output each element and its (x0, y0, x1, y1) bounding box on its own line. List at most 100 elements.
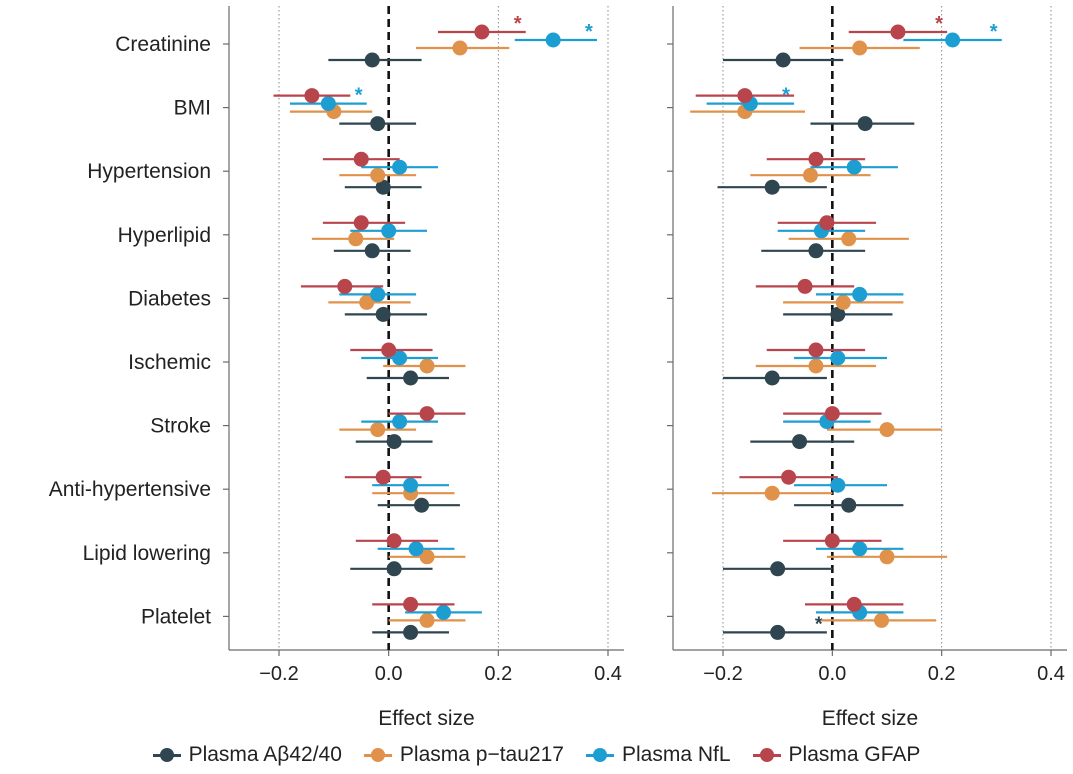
panel-2-point-plasma-p-tau217 (764, 485, 780, 501)
panel-2-point-plasma-nfl (830, 350, 846, 366)
legend-item-nfl: Plasma NfL (585, 743, 731, 767)
panel-2-point-plasma-p-tau217 (879, 549, 895, 565)
panel-2-point-plasma-a-42-40 (770, 561, 786, 577)
panel-1-point-plasma-nfl (403, 477, 419, 493)
legend-label-ptau217: Plasma p−tau217 (399, 743, 564, 766)
panel-1-point-plasma-nfl (436, 604, 451, 620)
panel-2-significance-plasma-a-42-40: * (815, 613, 823, 635)
panel-2-point-plasma-nfl (830, 477, 846, 493)
panel-1-point-plasma-a-42-40 (375, 306, 391, 322)
panel-1-point-plasma-p-tau217 (359, 294, 375, 310)
panel-1-point-plasma-a-42-40 (364, 52, 380, 68)
panel-2-point-plasma-p-tau217 (808, 358, 824, 374)
panel-1-point-plasma-p-tau217 (419, 358, 435, 374)
panel-2-point-plasma-gfap (890, 24, 906, 40)
panel-1-x-tick-label: 0.0 (375, 663, 403, 685)
panel-1-point-plasma-nfl (320, 96, 336, 112)
panel-1-point-plasma-gfap (304, 88, 320, 104)
panel-2-point-plasma-a-42-40 (775, 52, 791, 68)
panel-2-point-plasma-a-42-40 (808, 243, 824, 259)
category-label-bmi: BMI (174, 97, 211, 120)
panel-2-point-plasma-p-tau217 (874, 612, 890, 628)
panel-2-point-plasma-gfap (781, 469, 797, 485)
panel-2-point-plasma-a-42-40 (792, 434, 808, 450)
panel-1-point-plasma-a-42-40 (386, 434, 402, 450)
panel-2-point-plasma-gfap (808, 342, 824, 358)
legend-swatch-abeta (152, 748, 181, 762)
panel-1-point-plasma-p-tau217 (370, 167, 386, 183)
category-label-platelet: Platelet (141, 605, 211, 628)
category-label-ischemic: Ischemic (128, 351, 211, 374)
panel-1-point-plasma-gfap (353, 151, 369, 167)
legend-swatch-nfl (585, 748, 614, 762)
panel-1-significance-plasma-nfl: * (355, 85, 363, 107)
panel-1-point-plasma-nfl (392, 159, 408, 175)
panel-1-point-plasma-a-42-40 (414, 497, 430, 513)
panel-2-point-plasma-nfl (945, 32, 961, 48)
panel-2-significance-plasma-nfl: * (990, 21, 998, 43)
panel-1-point-plasma-gfap (419, 406, 435, 422)
panel-2-point-plasma-a-42-40 (764, 179, 780, 195)
panel-1-point-plasma-nfl (408, 541, 424, 557)
panel-2-point-plasma-p-tau217 (802, 167, 818, 183)
panel-1-point-plasma-nfl (545, 32, 561, 48)
panel-1-point-plasma-a-42-40 (370, 116, 386, 132)
panel-2-x-tick-label: −0.2 (703, 663, 742, 685)
panel-2-point-plasma-nfl (852, 286, 868, 302)
panel-1-point-plasma-p-tau217 (419, 549, 435, 565)
panel-2-point-plasma-p-tau217 (835, 294, 851, 310)
category-label-creatinine: Creatinine (115, 33, 211, 56)
panel-2-x-axis-label: Effect size (822, 707, 919, 730)
panel-2-point-plasma-a-42-40 (770, 624, 786, 640)
category-label-anti-hypertensive: Anti-hypertensive (49, 478, 211, 501)
panel-2-point-plasma-a-42-40 (857, 116, 873, 132)
panel-1-point-plasma-gfap (337, 278, 353, 294)
panel-2-point-plasma-p-tau217 (852, 40, 868, 56)
panel-1-point-plasma-nfl (392, 414, 408, 430)
panel-1-point-plasma-p-tau217 (419, 612, 435, 628)
panel-2-significance-plasma-gfap: * (935, 13, 943, 35)
panel-1-point-plasma-a-42-40 (386, 561, 402, 577)
category-label-stroke: Stroke (150, 415, 211, 438)
panel-1-point-plasma-a-42-40 (375, 179, 391, 195)
panel-1-point-plasma-gfap (375, 469, 391, 485)
category-label-diabetes: Diabetes (128, 287, 211, 310)
panel-1-point-plasma-a-42-40 (403, 624, 419, 640)
legend-item-ptau217: Plasma p−tau217 (363, 743, 564, 767)
panel-1-point-plasma-a-42-40 (403, 370, 419, 386)
panel-2-x-tick-label: 0.2 (928, 663, 956, 685)
legend-label-nfl: Plasma NfL (621, 743, 731, 766)
panel-1-point-plasma-gfap (403, 596, 419, 612)
panel-1-point-plasma-p-tau217 (370, 422, 386, 438)
legend-item-abeta: Plasma Aβ42/40 (152, 743, 342, 767)
legend-item-gfap: Plasma GFAP (752, 743, 921, 767)
legend-swatch-gfap (752, 748, 781, 762)
legend-label-gfap: Plasma GFAP (788, 743, 921, 766)
category-label-lipid-lowering: Lipid lowering (83, 542, 211, 565)
legend: Plasma Aβ42/40 Plasma p−tau217 Plasma Nf… (0, 738, 1073, 772)
panel-1-point-plasma-a-42-40 (364, 243, 380, 259)
panel-1-x-tick-label: 0.4 (594, 663, 622, 685)
panel-2-point-plasma-a-42-40 (841, 497, 857, 513)
category-label-hyperlipid: Hyperlipid (118, 224, 211, 247)
legend-swatch-ptau217 (363, 748, 392, 762)
panel-1-point-plasma-gfap (474, 24, 490, 40)
panel-1-significance-plasma-nfl: * (585, 21, 593, 43)
panel-2-point-plasma-nfl (852, 541, 868, 557)
panel-2-point-plasma-a-42-40 (764, 370, 780, 386)
panel-2-point-plasma-nfl (846, 159, 862, 175)
panel-2-point-plasma-gfap (819, 215, 835, 231)
panel-2-point-plasma-gfap (824, 533, 840, 549)
panel-2-point-plasma-gfap (846, 596, 862, 612)
panel-2-point-plasma-gfap (797, 278, 813, 294)
panel-2-point-plasma-a-42-40 (830, 306, 846, 322)
panel-1-point-plasma-nfl (370, 286, 386, 302)
panel-1-x-tick-label: −0.2 (259, 663, 298, 685)
panel-1-x-tick-label: 0.2 (484, 663, 512, 685)
category-label-hypertension: Hypertension (87, 160, 211, 183)
panel-1-point-plasma-p-tau217 (348, 231, 364, 247)
panel-2-point-plasma-gfap (808, 151, 824, 167)
panel-1-x-axis-label: Effect size (378, 707, 475, 730)
panel-1-significance-plasma-gfap: * (514, 13, 522, 35)
panel-2-x-tick-label: 0.0 (818, 663, 846, 685)
